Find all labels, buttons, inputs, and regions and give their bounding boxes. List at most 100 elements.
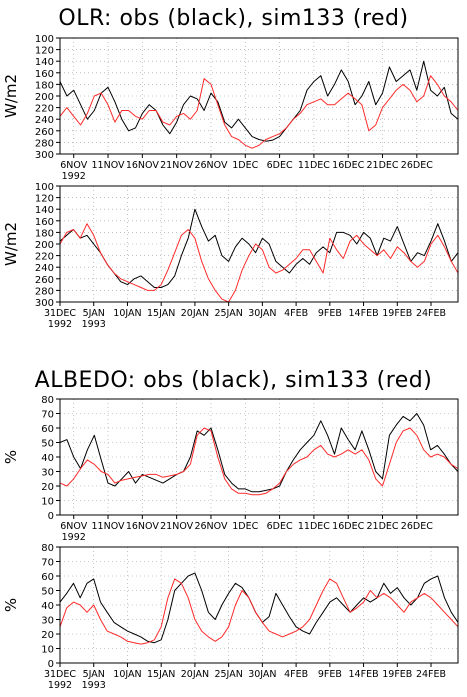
panel-1-ytick-label: 160 <box>35 69 54 80</box>
panel-3-xtick-label: 26DEC <box>401 521 433 532</box>
panel-1-xtick-label: 1DEC <box>232 160 258 171</box>
panel-4-xtick-label: 19FEB <box>382 669 412 680</box>
panel-4-xtick-label: 20JAN <box>181 669 209 680</box>
panel-1-xtick-label: 26NOV <box>194 160 228 171</box>
panel-2-ytick-label: 280 <box>35 286 54 297</box>
panel-3-xtick-label: 21NOV <box>160 521 194 532</box>
panel-3-xtick-label: 26NOV <box>194 521 228 532</box>
panel-2-frame <box>59 185 459 303</box>
panel-4-xtick-label: 10JAN <box>113 669 141 680</box>
panel-2-ylabel: W/m2 <box>2 222 20 266</box>
panel-4-xtick-year: 1993 <box>82 680 106 691</box>
panel-2-ytick-label: 140 <box>35 205 54 216</box>
panel-4-ytick-label: 20 <box>41 630 54 641</box>
panel-1-series-sim <box>59 75 459 149</box>
panel-3-xtick-label: 11NOV <box>92 521 126 532</box>
panel-4-ytick-label: 80 <box>41 543 54 554</box>
panel-1-series-obs <box>59 60 459 142</box>
panel-2-xtick-label: 25JAN <box>214 308 242 319</box>
panel-3-ylabel: % <box>2 450 20 464</box>
panel-4-xtick-label: 24FEB <box>416 669 446 680</box>
panel-2-ytick-label: 100 <box>35 182 54 193</box>
panel-4-frame <box>59 546 459 664</box>
panel-4-series-obs <box>59 572 459 644</box>
panel-3-xtick-label: 21DEC <box>366 521 398 532</box>
panel-1-xtick-label: 21NOV <box>160 160 194 171</box>
panel-1-xtick-label: 11DEC <box>298 160 330 171</box>
panel-3-ytick-label: 70 <box>41 410 54 421</box>
panel-1-xtick-label: 11NOV <box>92 160 126 171</box>
panel-1-ytick-label: 140 <box>35 57 54 68</box>
panel-4-xtick-label: 15JAN <box>147 669 175 680</box>
panel-3-xtick-label: 16DEC <box>332 521 364 532</box>
panel-4-xtick-label: 25JAN <box>214 669 242 680</box>
panel-3-ytick-label: 30 <box>41 468 54 479</box>
panel-1-xtick-label: 16NOV <box>126 160 160 171</box>
panel-1-ytick-label: 120 <box>35 46 54 57</box>
panel-3-xtick-label: 6NOV <box>60 521 87 532</box>
panel-3-xtick-year: 1992 <box>62 532 86 543</box>
panel-2-ytick-label: 180 <box>35 228 54 239</box>
panel-1-ytick-label: 220 <box>35 104 54 115</box>
panel-3-xtick-label: 6DEC <box>267 521 293 532</box>
panel-4-xtick-label: 5JAN <box>83 669 105 680</box>
panel-2-ytick-label: 120 <box>35 194 54 205</box>
albedo-section-title: ALBEDO: obs (black), sim133 (red) <box>34 368 433 393</box>
panel-1-ytick-label: 240 <box>35 115 54 126</box>
panel-1-xtick-label: 6NOV <box>60 160 87 171</box>
panel-4-ylabel: % <box>2 598 20 612</box>
panel-2-ytick-label: 220 <box>35 252 54 263</box>
panel-3-ytick-label: 20 <box>41 482 54 493</box>
panel-2-xtick-label: 5JAN <box>83 308 105 319</box>
panel-4-series-sim <box>59 578 459 645</box>
panel-2-xtick-label: 24FEB <box>416 308 446 319</box>
panel-1-ytick-label: 180 <box>35 80 54 91</box>
panel-2-series-sim <box>59 223 459 303</box>
panel-4-xtick-label: 4FEB <box>284 669 308 680</box>
panel-3-xtick-label: 1DEC <box>232 521 258 532</box>
panel-3-frame <box>59 398 459 516</box>
panel-2-xtick-label: 14FEB <box>349 308 379 319</box>
panel-4-xtick-label: 9FEB <box>318 669 342 680</box>
panel-4-xtick-year: 1992 <box>48 680 72 691</box>
panel-3-ytick-label: 80 <box>41 395 54 406</box>
panel-4-ytick-label: 50 <box>41 587 54 598</box>
panel-1-ytick-label: 100 <box>35 34 54 45</box>
panel-2-xtick-label: 15JAN <box>147 308 175 319</box>
panel-3-ytick-label: 50 <box>41 439 54 450</box>
panel-4-xtick-label: 14FEB <box>349 669 379 680</box>
panel-1-xtick-year: 1992 <box>62 171 86 182</box>
panel-4-ytick-label: 60 <box>41 572 54 583</box>
panel-3-ytick-label: 60 <box>41 424 54 435</box>
panel-1-xtick-label: 16DEC <box>332 160 364 171</box>
panel-2-xtick-label: 9FEB <box>318 308 342 319</box>
panel-4-xtick-label: 30JAN <box>248 669 276 680</box>
panel-2-xtick-label: 10JAN <box>113 308 141 319</box>
panel-2-xtick-year: 1993 <box>82 319 106 330</box>
panel-3-ytick-label: 0 <box>48 511 54 522</box>
panel-2-ytick-label: 160 <box>35 217 54 228</box>
panel-2-xtick-label: 20JAN <box>181 308 209 319</box>
panel-2-xtick-label: 4FEB <box>284 308 308 319</box>
panel-2-xtick-label: 31DEC <box>44 308 76 319</box>
panel-4-ytick-label: 10 <box>41 645 54 656</box>
panel-4-ytick-label: 30 <box>41 616 54 627</box>
panel-1-xtick-label: 21DEC <box>366 160 398 171</box>
panel-3-series-obs <box>59 413 459 493</box>
panel-1-ytick-label: 260 <box>35 127 54 138</box>
panel-2-xtick-year: 1992 <box>48 319 72 330</box>
panel-2-series-obs <box>59 208 459 288</box>
panel-1-ytick-label: 200 <box>35 92 54 103</box>
panel-2-ytick-label: 200 <box>35 240 54 251</box>
panel-3-ytick-label: 10 <box>41 497 54 508</box>
panel-2-xtick-label: 30JAN <box>248 308 276 319</box>
panel-1-xtick-label: 6DEC <box>267 160 293 171</box>
panel-1-ytick-label: 280 <box>35 138 54 149</box>
panel-1-ytick-label: 300 <box>35 150 54 161</box>
panel-4-ytick-label: 40 <box>41 601 54 612</box>
panel-2-ytick-label: 260 <box>35 275 54 286</box>
panel-3-series-sim <box>59 427 459 496</box>
panel-3-ytick-label: 40 <box>41 453 54 464</box>
panel-2-ytick-label: 300 <box>35 298 54 309</box>
